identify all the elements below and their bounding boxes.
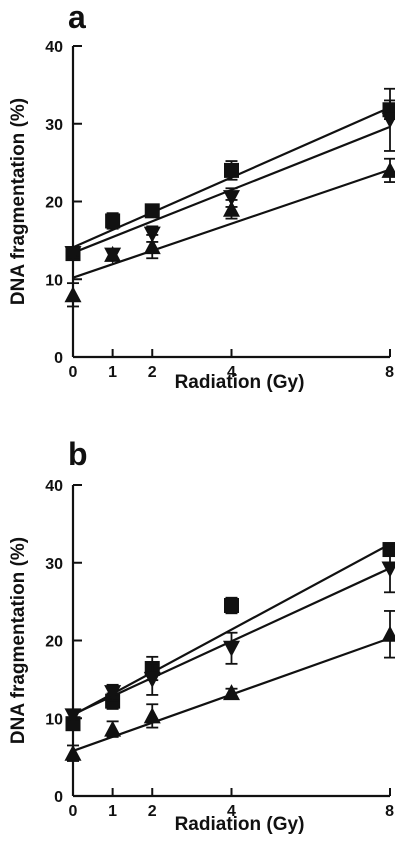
data-point-triangle-up	[143, 238, 161, 255]
x-tick-label: 4	[227, 803, 236, 820]
data-point-triangle-down	[104, 685, 122, 702]
y-axis-title: DNA fragmentation (%)	[8, 98, 29, 305]
x-tick-label: 1	[108, 364, 117, 381]
data-point-triangle-up	[64, 744, 82, 761]
panel-label: b	[68, 436, 88, 472]
data-point-triangle-up	[223, 684, 240, 701]
data-point-triangle-down	[143, 671, 161, 688]
x-tick-label: 4	[227, 364, 236, 381]
panel-label: a	[68, 0, 86, 35]
data-point-triangle-up	[381, 625, 395, 642]
data-point-triangle-up	[223, 200, 240, 217]
data-point-square	[382, 542, 395, 558]
data-point-triangle-down	[223, 640, 240, 657]
chart-panel-a: a 0 10 20 30 40 0 1 2 4 8 Radiation (Gy) DNA fragmen…	[8, 0, 395, 393]
x-tick-label: 8	[385, 364, 394, 381]
fit-line-triangle-up	[72, 168, 391, 279]
y-tick-label: 0	[54, 789, 63, 806]
data-point-triangle-down	[64, 708, 82, 725]
y-tick-label: 40	[45, 478, 63, 495]
data-point-square	[144, 203, 160, 219]
data-point-triangle-up	[64, 286, 82, 303]
chart-panel-b: b 0 10 20 30 40 0 1 2 4 8 Radiation (Gy) DNA fragmen…	[8, 436, 395, 835]
x-tick-label: 1	[108, 803, 117, 820]
data-point-square	[224, 162, 239, 178]
y-tick-label: 10	[45, 711, 63, 728]
y-tick-label: 30	[45, 117, 63, 134]
data-point-triangle-down	[64, 246, 82, 263]
x-tick-label: 2	[148, 364, 157, 381]
x-tick-label: 0	[69, 364, 78, 381]
data-point-triangle-up	[381, 161, 395, 178]
y-tick-label: 20	[45, 634, 63, 651]
data-point-triangle-up	[104, 720, 122, 737]
y-axis-title: DNA fragmentation (%)	[8, 537, 29, 744]
data-point-square	[224, 598, 239, 614]
y-tick-label: 20	[45, 195, 63, 212]
data-point-triangle-down	[381, 561, 395, 578]
data-point-square	[105, 213, 121, 229]
data-point-triangle-down	[381, 112, 395, 129]
y-tick-label: 30	[45, 556, 63, 573]
y-tick-label: 0	[54, 350, 63, 367]
data-point-triangle-down	[223, 190, 240, 207]
fit-line-square	[72, 543, 391, 717]
x-axis-title: Radiation (Gy)	[175, 372, 305, 393]
x-tick-label: 8	[385, 803, 394, 820]
data-point-triangle-up	[143, 707, 161, 724]
y-tick-label: 10	[45, 272, 63, 289]
data-point-triangle-up	[104, 245, 122, 262]
x-tick-label: 0	[69, 803, 78, 820]
x-axis-title: Radiation (Gy)	[175, 814, 305, 835]
x-tick-label: 2	[148, 803, 157, 820]
y-tick-label: 40	[45, 39, 63, 56]
